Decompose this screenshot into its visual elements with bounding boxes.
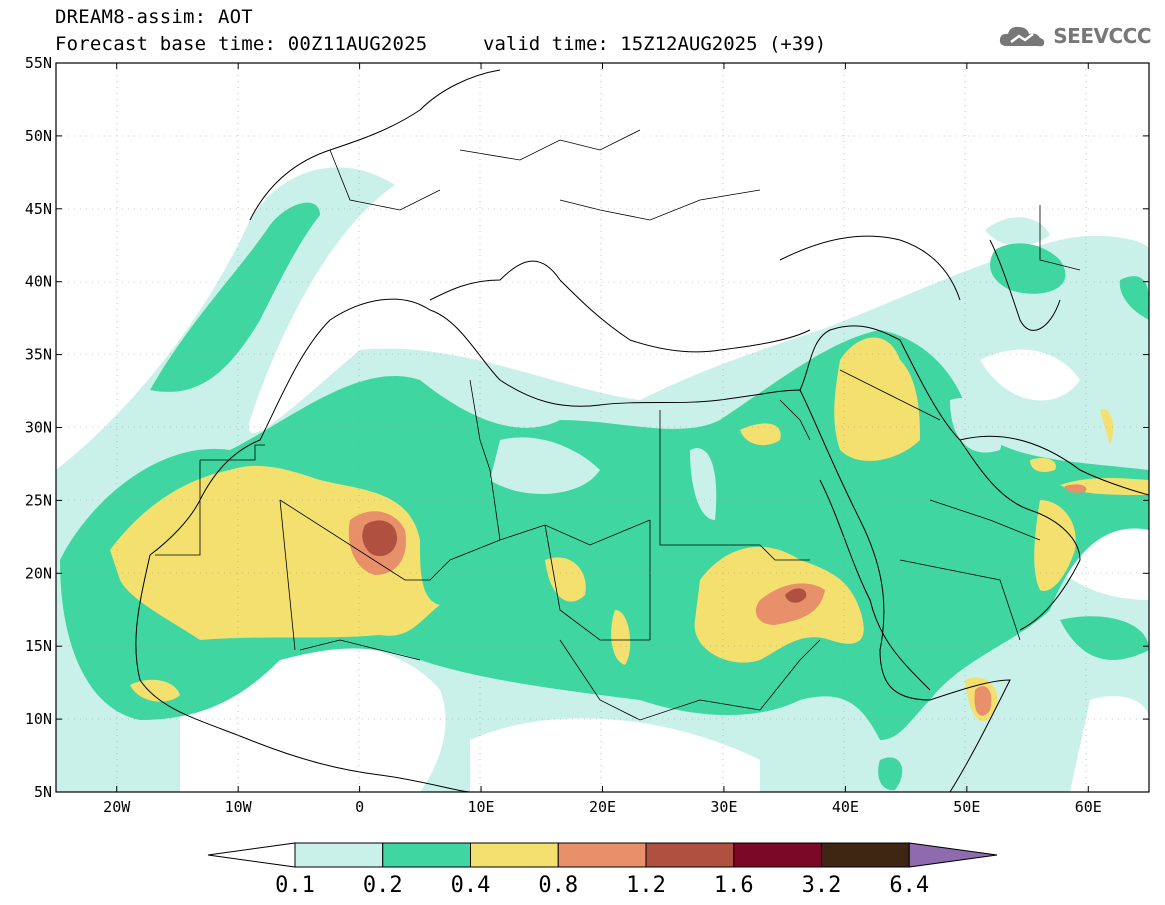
lon-label: 40E <box>832 798 859 816</box>
lat-label: 20N <box>25 564 52 582</box>
map-title: DREAM8-assim: AOT <box>55 6 253 28</box>
lat-label: 30N <box>25 419 52 437</box>
cloud-icon <box>1000 26 1045 47</box>
country-borders <box>155 129 1081 721</box>
longitude-axis: 20W 10W 0 10E 20E 30E 40E 50E 60E <box>103 63 1102 816</box>
lat-label: 50N <box>25 127 52 145</box>
aot-field-1.2 <box>362 520 807 603</box>
lon-label: 60E <box>1075 798 1102 816</box>
lat-label: 35N <box>25 346 52 364</box>
colorbar-swatch <box>733 842 822 868</box>
lon-label: 20W <box>103 798 131 816</box>
logo-text: SEEVCCC <box>1053 24 1151 48</box>
graticule <box>56 63 1149 792</box>
colorbar-label: 1.6 <box>714 873 754 898</box>
lat-label: 25N <box>25 491 52 509</box>
lon-label: 10E <box>468 798 495 816</box>
lon-label: 0 <box>355 798 364 816</box>
colorbar: 0.1 0.2 0.4 0.8 1.2 1.6 3.2 6.4 <box>207 842 998 898</box>
colorbar-label: 0.4 <box>451 873 491 898</box>
colorbar-label: 3.2 <box>802 873 842 898</box>
lon-label: 10W <box>225 798 253 816</box>
lat-label: 45N <box>25 200 52 218</box>
colorbar-label: 6.4 <box>889 873 929 898</box>
colorbar-label: 0.8 <box>538 873 578 898</box>
colorbar-swatch <box>382 842 471 868</box>
forecast-base-time: Forecast base time: 00Z11AUG2025 <box>55 33 428 55</box>
colorbar-swatch <box>645 842 735 868</box>
colorbar-swatch <box>470 842 559 868</box>
colorbar-over-arrow <box>908 842 998 868</box>
colorbar-swatch <box>557 842 647 868</box>
aot-field-0.4 <box>110 337 1149 722</box>
valid-time: valid time: 15Z12AUG2025 (+39) <box>483 33 827 55</box>
seevccc-logo: SEEVCCC <box>997 22 1151 50</box>
colorbar-label: 1.2 <box>626 873 666 898</box>
coastlines <box>135 69 1149 792</box>
colorbar-swatch <box>821 842 910 868</box>
colorbar-under-arrow <box>207 842 296 868</box>
lon-label: 20E <box>589 798 616 816</box>
colorbar-label: 0.2 <box>363 873 403 898</box>
latitude-axis: 55N 50N 45N 40N 35N 30N 25N 20N 15N 10N 5N <box>25 54 1149 801</box>
colorbar-label: 0.1 <box>275 873 315 898</box>
lat-label: 40N <box>25 273 52 291</box>
lat-label: 10N <box>25 710 52 728</box>
aot-light-holes <box>490 377 1002 520</box>
colorbar-swatch <box>294 842 384 868</box>
lon-label: 50E <box>953 798 980 816</box>
lat-label: 55N <box>25 54 52 72</box>
lat-label: 15N <box>25 637 52 655</box>
lon-label: 30E <box>710 798 737 816</box>
lat-label: 5N <box>34 783 52 801</box>
